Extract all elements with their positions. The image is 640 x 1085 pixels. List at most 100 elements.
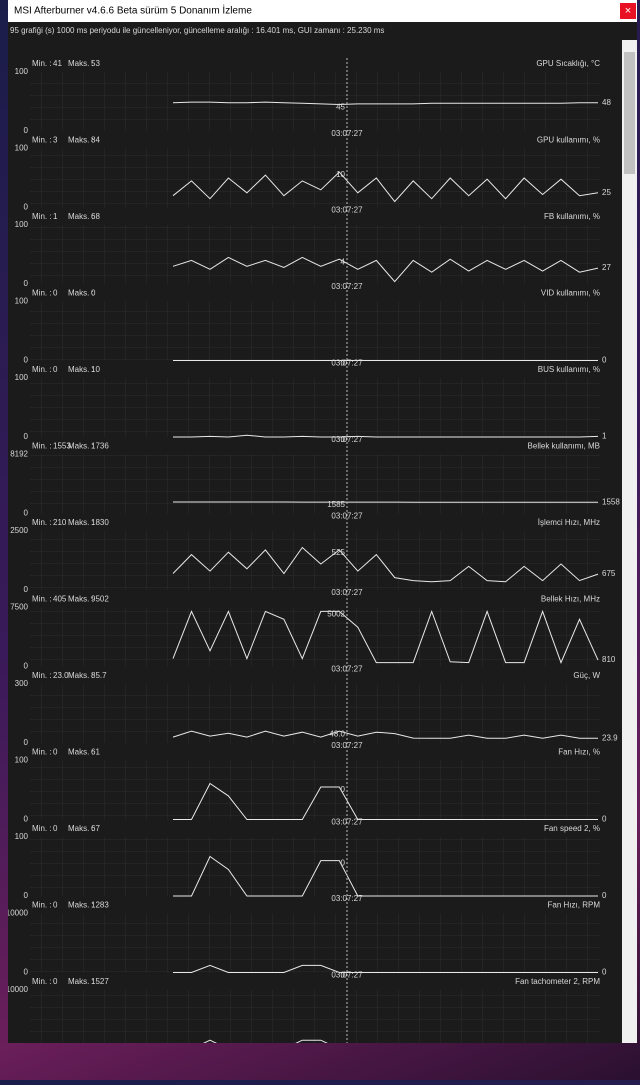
scrollbar[interactable] <box>622 40 637 1043</box>
cursor-value: 48.0 <box>329 729 345 738</box>
min-value: 0 <box>53 748 58 757</box>
y-min: 0 <box>24 203 29 212</box>
max-label: Maks. : <box>68 518 94 527</box>
max-value: 10 <box>91 365 100 374</box>
min-value: 405 <box>53 595 67 604</box>
min-label: Min. : <box>32 365 52 374</box>
y-max: 100 <box>15 144 29 153</box>
max-label: Maks. : <box>68 824 94 833</box>
max-value: 1830 <box>91 518 109 527</box>
current-value: 23.9 <box>602 733 618 742</box>
plot-area <box>30 761 600 820</box>
cursor-value: 4 <box>341 257 346 266</box>
max-value: 1736 <box>91 442 109 451</box>
y-min: 0 <box>24 279 29 288</box>
min-value: 0 <box>53 901 58 910</box>
cursor-time: 03:07:27 <box>331 1047 363 1056</box>
y-max: 7500 <box>10 603 28 612</box>
current-value: 810 <box>602 655 616 664</box>
y-min: 0 <box>24 126 29 135</box>
current-value: 25 <box>602 188 611 197</box>
current-value: 0 <box>602 891 607 900</box>
panel-title: Fan Hızı, RPM <box>548 901 601 910</box>
min-label: Min. : <box>32 901 52 910</box>
cursor-value: 525 <box>332 548 346 557</box>
plot-area <box>30 608 600 667</box>
close-icon[interactable]: × <box>625 5 631 17</box>
panel-title: İşlemci Hızı, MHz <box>538 518 600 527</box>
plot-area <box>30 225 600 284</box>
max-value: 61 <box>91 748 100 757</box>
y-max: 100 <box>15 373 29 382</box>
y-max: 100 <box>15 832 29 841</box>
y-min: 0 <box>24 891 29 900</box>
max-label: Maks. : <box>68 671 94 680</box>
cursor-value: 1585 <box>327 500 345 509</box>
plot-area <box>30 378 600 437</box>
y-min: 0 <box>24 356 29 365</box>
panel-title: VID kullanımı, % <box>541 289 600 298</box>
min-label: Min. : <box>32 977 52 986</box>
current-value: 0 <box>602 1044 607 1053</box>
plot-area <box>30 914 600 973</box>
max-value: 9502 <box>91 595 109 604</box>
panel-title: Güç, W <box>573 671 600 680</box>
current-value: 1558 <box>602 497 620 506</box>
max-value: 84 <box>91 136 100 145</box>
panel-title: BUS kullanımı, % <box>538 365 600 374</box>
plot-area <box>30 837 600 896</box>
min-value: 210 <box>53 518 67 527</box>
cursor-value: 10 <box>336 170 345 179</box>
plot-area <box>30 149 600 208</box>
current-value: 48 <box>602 98 611 107</box>
y-max: 100 <box>15 67 29 76</box>
y-max: 100 <box>15 756 29 765</box>
min-value: 3 <box>53 136 58 145</box>
y-max: 100 <box>15 220 29 229</box>
scroll-thumb[interactable] <box>624 52 635 174</box>
panel-title: FB kullanımı, % <box>544 212 600 221</box>
y-max: 2500 <box>10 526 28 535</box>
cursor-value: 0 <box>341 1047 346 1056</box>
y-min: 0 <box>24 662 29 671</box>
panel-title: Fan speed 2, % <box>544 824 600 833</box>
panel-title: GPU Sıcaklığı, °C <box>536 59 600 68</box>
y-min: 0 <box>24 432 29 441</box>
max-value: 0 <box>91 289 96 298</box>
y-min: 0 <box>24 968 29 977</box>
y-max: 300 <box>15 679 29 688</box>
min-value: 0 <box>53 289 58 298</box>
max-value: 85.7 <box>91 671 107 680</box>
plot-area <box>30 455 600 514</box>
y-min: 0 <box>24 1044 29 1053</box>
y-max: 10000 <box>6 985 29 994</box>
max-value: 53 <box>91 59 100 68</box>
current-value: 1 <box>602 432 607 441</box>
max-label: Maks. : <box>68 59 94 68</box>
current-value: 0 <box>602 968 607 977</box>
cursor-value: 5002 <box>327 610 345 619</box>
max-label: Maks. : <box>68 442 94 451</box>
min-label: Min. : <box>32 671 52 680</box>
max-label: Maks. : <box>68 595 94 604</box>
cursor-value: 45 <box>336 103 345 112</box>
min-label: Min. : <box>32 595 52 604</box>
panel-title: Fan Hızı, % <box>558 748 600 757</box>
min-label: Min. : <box>32 289 52 298</box>
min-label: Min. : <box>32 518 52 527</box>
current-value: 0 <box>602 815 607 824</box>
panel-title: Bellek kullanımı, MB <box>528 442 600 451</box>
window-title: MSI Afterburner v4.6.6 Beta sürüm 5 Dona… <box>14 4 252 17</box>
max-label: Maks. : <box>68 748 94 757</box>
status-text: 95 grafiği (s) 1000 ms periyodu ile günc… <box>10 26 384 35</box>
min-label: Min. : <box>32 748 52 757</box>
max-label: Maks. : <box>68 212 94 221</box>
max-label: Maks. : <box>68 289 94 298</box>
min-label: Min. : <box>32 59 52 68</box>
cursor-value: 0 <box>341 859 346 868</box>
y-max: 10000 <box>6 909 29 918</box>
max-value: 1527 <box>91 977 109 986</box>
cursor-time: 03:07:27 <box>331 665 363 674</box>
current-value: 27 <box>602 263 611 272</box>
